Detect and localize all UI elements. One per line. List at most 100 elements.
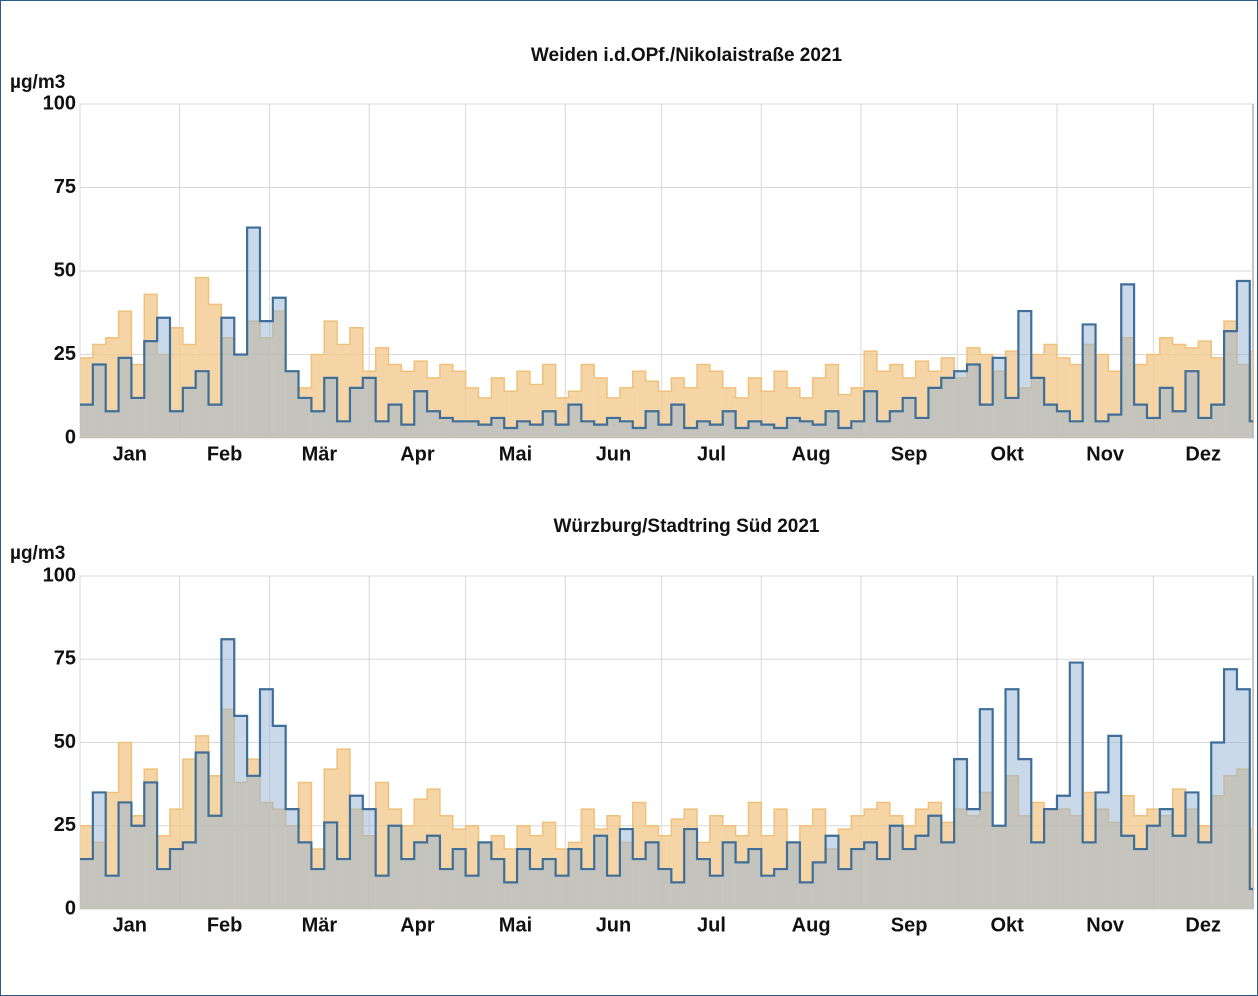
step-bar (517, 421, 530, 438)
step-bar (504, 882, 518, 909)
step-bar (709, 424, 723, 438)
step-bar (632, 427, 646, 438)
step-bar (1249, 889, 1253, 909)
step-bar (992, 825, 1006, 909)
step-bar (131, 825, 145, 909)
step-bar (1108, 735, 1122, 909)
step-bar (594, 377, 608, 438)
x-tick-label: Jan (113, 443, 147, 465)
step-bar (876, 421, 890, 438)
step-bar (581, 421, 595, 438)
chart-title: Weiden i.d.OPf./Nikolaistraße 2021 (531, 45, 843, 66)
y-axis-unit: µg/m3 (10, 72, 65, 93)
step-bar (362, 809, 376, 909)
step-bar (195, 371, 209, 438)
step-bar (1056, 411, 1070, 438)
x-tick-label: Sep (891, 914, 928, 936)
step-bar (697, 421, 710, 438)
step-bar (414, 842, 428, 909)
step-bar (1236, 689, 1250, 909)
step-bar (529, 424, 543, 438)
step-bar (1056, 795, 1070, 909)
step-bar (748, 421, 762, 438)
step-bar (1108, 414, 1122, 438)
step-bar (169, 411, 183, 438)
step-bar (1198, 842, 1212, 909)
step-bar (1031, 842, 1045, 909)
chart-title: Würzburg/Stadtring Süd 2021 (553, 516, 819, 537)
step-bar (118, 802, 132, 909)
x-tick-label: Mär (302, 443, 338, 465)
x-tick-label: Jun (596, 443, 632, 465)
chart: Würzburg/Stadtring Süd 2021 µg/m3 0 25 50 75 1… (10, 516, 1254, 936)
step-bar (915, 417, 929, 438)
step-bar (439, 417, 453, 438)
x-tick-label: Okt (990, 914, 1024, 936)
step-bar (966, 364, 980, 438)
step-bar (684, 387, 698, 438)
step-bar (1069, 364, 1083, 438)
step-bar (1121, 835, 1135, 909)
x-tick-label: Apr (400, 914, 435, 936)
step-bar (401, 859, 415, 909)
y-tick-label: 50 (54, 731, 76, 753)
step-bar (1095, 421, 1109, 438)
step-bar (722, 842, 736, 909)
step-bar (234, 715, 248, 909)
step-bar (195, 752, 209, 909)
step-bar (259, 321, 273, 438)
step-bar (1005, 689, 1019, 909)
step-bar (375, 347, 389, 438)
step-bar (1249, 421, 1253, 438)
step-bar (504, 427, 518, 438)
step-bar (221, 639, 235, 909)
step-bar (1249, 829, 1253, 909)
step-bar (812, 862, 826, 909)
step-bar (864, 842, 877, 909)
step-bar (979, 404, 993, 438)
step-bar (645, 411, 659, 438)
step-bar (234, 354, 248, 438)
step-bar (105, 875, 119, 909)
step-bar (568, 849, 582, 909)
step-bar (774, 869, 788, 909)
step-bar (1031, 377, 1045, 438)
step-bar (658, 869, 672, 909)
step-bar (941, 377, 955, 438)
step-bar (1224, 669, 1237, 909)
step-bar (542, 411, 556, 438)
step-bar (594, 424, 608, 438)
step-bar (1185, 371, 1199, 438)
step-bar (966, 809, 980, 909)
step-bar (349, 387, 363, 438)
step-bar (748, 849, 762, 909)
x-tick-label: Sep (891, 443, 928, 465)
step-bar (324, 822, 338, 909)
step-bar (915, 835, 929, 909)
step-bar (851, 849, 865, 909)
y-tick-label: 100 (43, 564, 76, 586)
step-bar (362, 377, 376, 438)
step-bar (1095, 792, 1109, 909)
y-tick-label: 75 (54, 176, 76, 198)
step-bar (709, 875, 723, 909)
step-bar (1069, 421, 1083, 438)
step-bar (671, 404, 685, 438)
step-bar (1044, 404, 1057, 438)
step-bar (992, 357, 1006, 438)
step-bar (876, 859, 890, 909)
x-tick-label: Jul (697, 443, 726, 465)
step-bar (954, 759, 967, 909)
step-bar (838, 869, 852, 909)
step-bar (298, 397, 312, 438)
y-tick-label: 25 (54, 343, 76, 365)
step-bar (324, 377, 338, 438)
step-bar (285, 371, 299, 438)
step-bar (1224, 331, 1237, 438)
step-bar (491, 859, 505, 909)
step-bar (761, 875, 775, 909)
step-bar (465, 875, 479, 909)
chart: Weiden i.d.OPf./Nikolaistraße 2021 µg/m3 0… (10, 45, 1254, 465)
step-bar (542, 859, 556, 909)
step-line (80, 226, 1253, 430)
